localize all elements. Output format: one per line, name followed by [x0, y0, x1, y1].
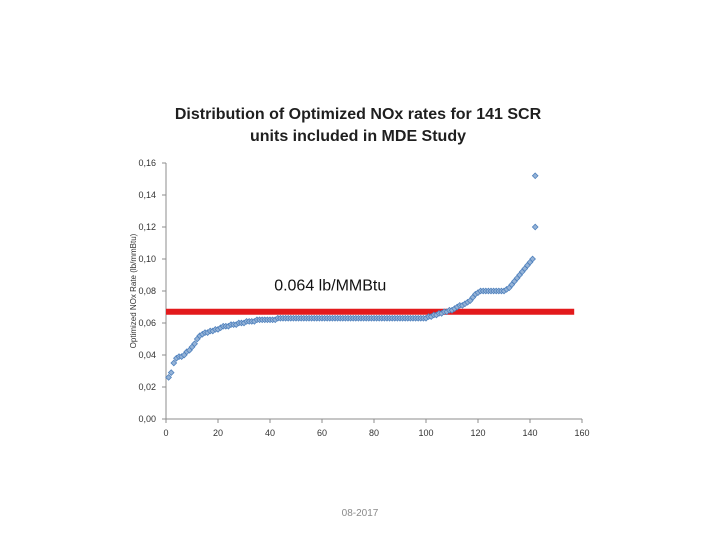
y-tick-label: 0,08	[138, 286, 156, 296]
chart-title-line-1: Distribution of Optimized NOx rates for …	[174, 106, 542, 123]
y-axis-label: Optimized NOx Rate (lb/mmBtu)	[129, 233, 138, 348]
x-tick-label: 100	[418, 428, 433, 438]
y-tick-label: 0,10	[138, 254, 156, 264]
x-tick-label: 120	[470, 428, 485, 438]
x-tick-label: 160	[574, 428, 589, 438]
chart-labels: 0.064 lb/MMBtu Optimized NOx Rate (lb/mmB…	[129, 233, 386, 348]
x-tick-label: 40	[265, 428, 275, 438]
y-tick-label: 0,02	[138, 382, 156, 392]
data-point	[170, 359, 178, 367]
data-point	[191, 340, 198, 348]
outlier-point	[531, 172, 539, 180]
x-tick-label: 60	[317, 428, 327, 438]
x-tick-label: 20	[213, 428, 223, 438]
chart-title: Distribution of Optimized NOx rates for …	[160, 104, 556, 148]
x-tick-label: 0	[163, 428, 168, 438]
data-point	[529, 255, 536, 263]
chart-title-line-2: units included in MDE Study	[250, 128, 466, 145]
y-tick-label: 0,12	[138, 222, 156, 232]
y-tick-label: 0,04	[138, 350, 156, 360]
axis-ticks: 0,00 0,02 0,04 0,06 0,08 0,10 0,12 0,14 0,16 0 20 4…	[138, 158, 589, 438]
y-tick-label: 0,14	[138, 190, 156, 200]
data-point	[167, 369, 175, 376]
y-tick-label: 0,16	[138, 158, 156, 168]
threshold-annotation: 0.064 lb/MMBtu	[274, 278, 386, 295]
data-points	[165, 172, 539, 381]
data-point	[531, 223, 539, 231]
y-tick-label: 0,00	[138, 414, 156, 424]
data-point	[165, 374, 172, 381]
x-tick-label: 80	[369, 428, 379, 438]
y-tick-label: 0,06	[138, 318, 156, 328]
x-tick-label: 140	[522, 428, 537, 438]
footer-date: 08-2017	[341, 508, 379, 519]
